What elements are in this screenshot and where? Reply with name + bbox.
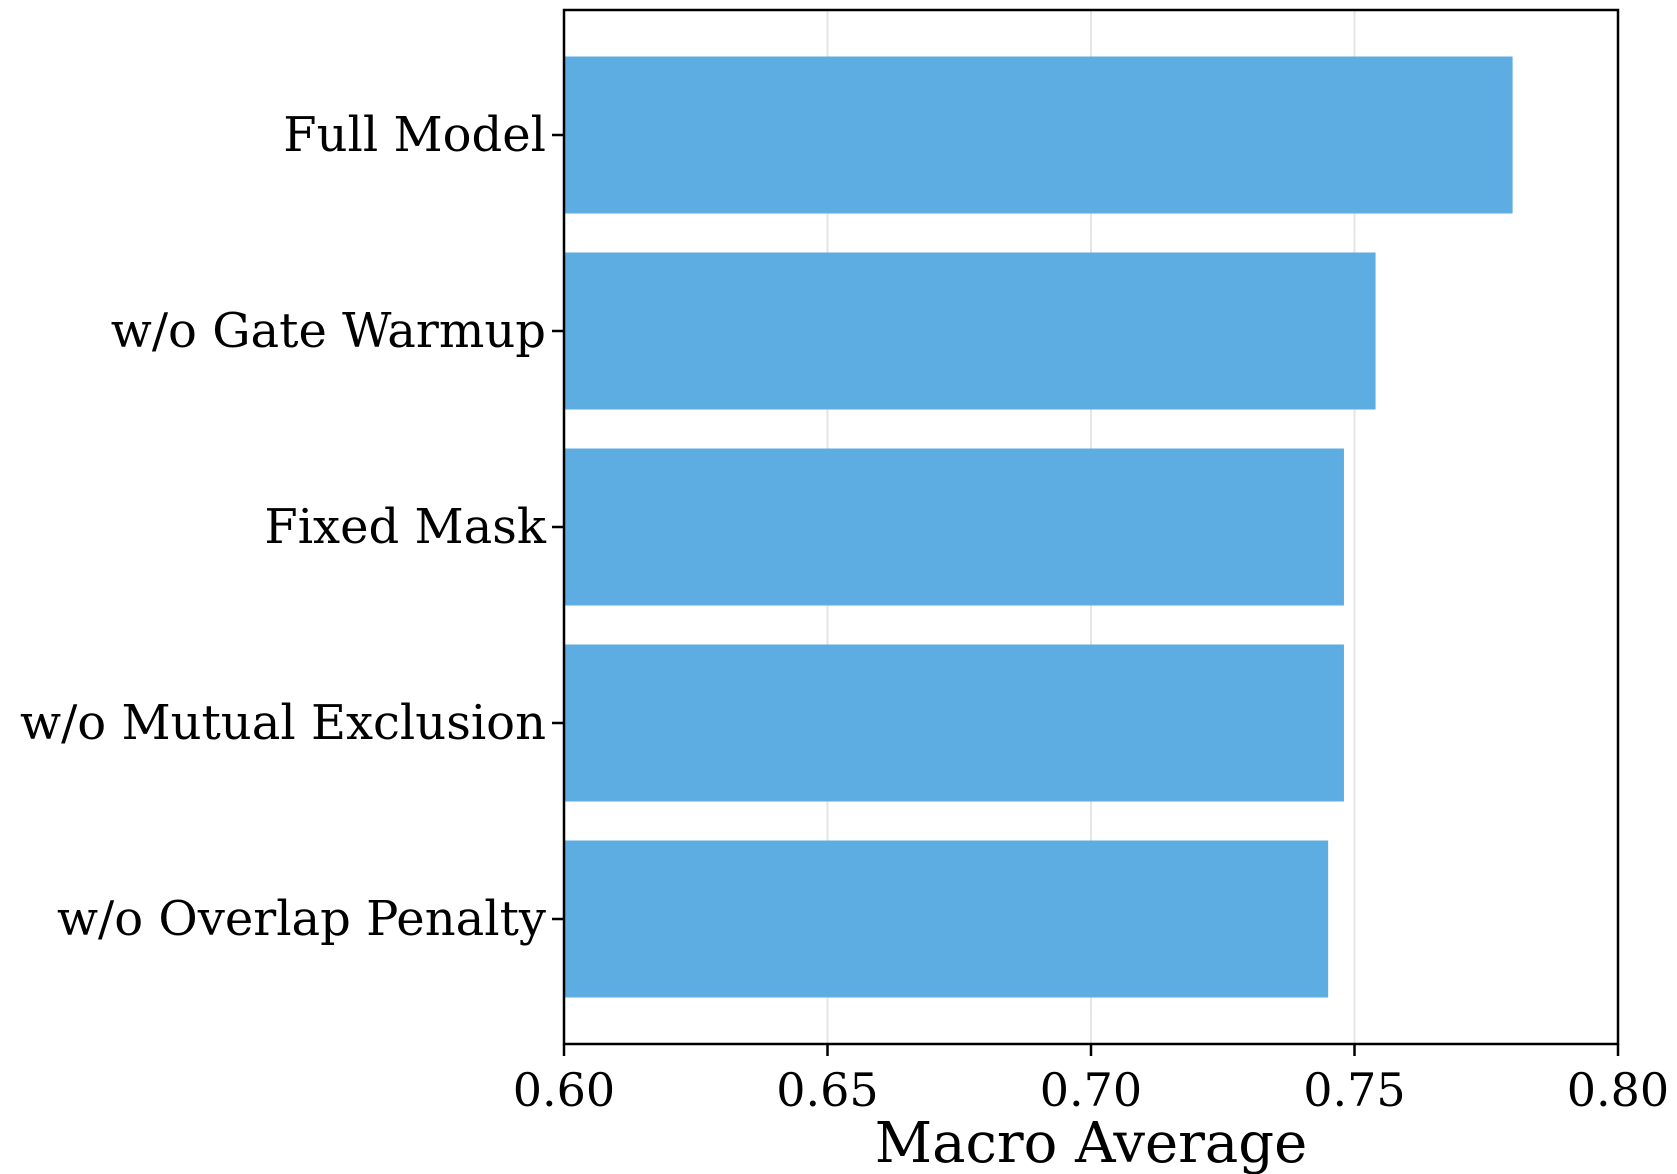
x-tick-label: 0.65 — [776, 1063, 878, 1117]
y-category-label: w/o Gate Warmup — [111, 303, 546, 359]
bar — [564, 644, 1344, 802]
y-category-label: w/o Overlap Penalty — [57, 891, 546, 947]
bar — [564, 56, 1513, 214]
bar — [564, 252, 1376, 410]
bars — [564, 56, 1513, 998]
x-axis-title: Macro Average — [875, 1111, 1307, 1174]
y-axis-ticks: Full Model w/o Gate Warmup Fixed Mask w/o M… — [20, 107, 564, 947]
x-tick-label: 0.75 — [1303, 1063, 1405, 1117]
bar — [564, 840, 1329, 998]
bar — [564, 448, 1344, 606]
x-tick-label: 0.80 — [1567, 1063, 1669, 1117]
y-category-label: w/o Mutual Exclusion — [20, 695, 546, 751]
x-axis-ticks: 0.60 0.65 0.70 0.75 0.80 — [513, 1044, 1669, 1117]
x-tick-label: 0.70 — [1040, 1063, 1142, 1117]
x-tick-label: 0.60 — [513, 1063, 615, 1117]
y-category-label: Fixed Mask — [264, 499, 547, 555]
y-category-label: Full Model — [283, 107, 546, 163]
